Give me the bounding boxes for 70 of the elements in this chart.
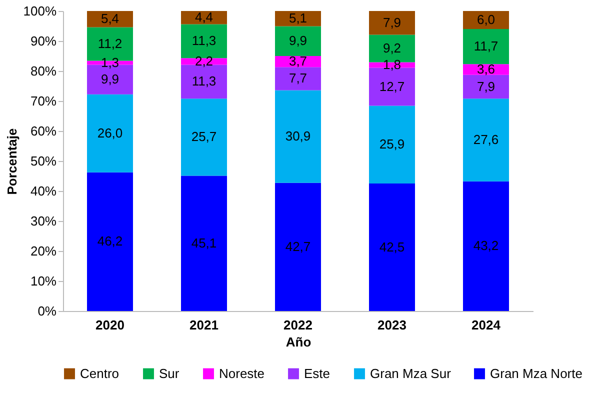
data-label: 45,1 (191, 235, 217, 250)
bar (463, 98, 509, 182)
bar (369, 106, 415, 184)
data-label: 9,9 (288, 33, 308, 48)
data-label: 2,2 (194, 53, 214, 68)
data-label: 11,3 (192, 74, 216, 89)
x-tick-label: 2021 (190, 318, 218, 332)
bar (463, 11, 509, 29)
bar (181, 176, 227, 311)
y-tick-label: 20% (30, 244, 57, 258)
legend-label: Noreste (219, 366, 265, 381)
legend-label: Centro (80, 366, 120, 381)
data-label: 12,7 (379, 78, 405, 94)
bar (275, 182, 321, 311)
bar (275, 26, 321, 56)
y-tick-label: 90% (30, 34, 57, 48)
legend-label: Gran Mza Norte (490, 366, 582, 381)
y-axis-title: Porcentaje (4, 128, 20, 195)
bar (275, 11, 321, 26)
data-label: 7,7 (288, 70, 308, 86)
x-axis-title: Año (286, 334, 312, 350)
y-tick-label: 0% (38, 304, 57, 318)
data-label: 43,2 (473, 238, 499, 254)
bar (87, 94, 133, 172)
bar (87, 172, 133, 311)
data-label: 3,7 (288, 54, 308, 69)
legend-label: Sur (159, 366, 180, 381)
bar (275, 90, 321, 183)
data-label: 9,2 (382, 40, 402, 56)
y-tick-label: 80% (30, 64, 57, 78)
y-tick-label: 30% (30, 214, 57, 228)
data-label: 6,0 (476, 12, 496, 27)
y-tick-label: 70% (30, 94, 57, 108)
bar (369, 11, 415, 35)
bar (275, 67, 321, 90)
data-label: 4,4 (194, 10, 214, 25)
legend-label: Este (304, 366, 330, 381)
data-label: 46,2 (97, 234, 123, 249)
data-label: 7,9 (476, 78, 496, 94)
data-label: 25,7 (191, 129, 217, 144)
x-tick-label: 2020 (96, 318, 124, 332)
data-label: 5,4 (100, 11, 120, 26)
bar (463, 74, 509, 99)
data-label: 42,7 (285, 238, 311, 254)
data-label: 11,7 (474, 38, 498, 54)
x-tick-label: 2024 (472, 318, 502, 332)
bar (463, 181, 509, 311)
data-label: 25,9 (379, 136, 405, 152)
bar (181, 98, 227, 176)
data-label: 11,2 (98, 36, 122, 51)
y-tick-label: 40% (30, 184, 57, 198)
data-label: 26,0 (97, 125, 123, 140)
y-tick-label: 10% (30, 274, 57, 288)
x-tick-label: 2023 (378, 318, 406, 332)
data-label: 27,6 (473, 132, 499, 147)
y-tick-label: 100% (23, 4, 57, 18)
data-label: 5,1 (288, 10, 308, 26)
data-label: 7,9 (382, 14, 402, 30)
y-tick-label: 50% (30, 154, 57, 168)
bar (369, 184, 415, 311)
data-label: 30,9 (285, 128, 311, 144)
x-tick-label: 2022 (284, 318, 312, 332)
data-label: 9,9 (100, 72, 120, 87)
data-label: 11,3 (192, 33, 216, 48)
bar (463, 29, 509, 64)
bar (87, 11, 133, 28)
legend-label: Gran Mza Sur (370, 366, 452, 381)
y-tick-label: 60% (30, 124, 57, 138)
data-label: 3,6 (476, 62, 496, 76)
data-label: 42,5 (379, 239, 405, 254)
